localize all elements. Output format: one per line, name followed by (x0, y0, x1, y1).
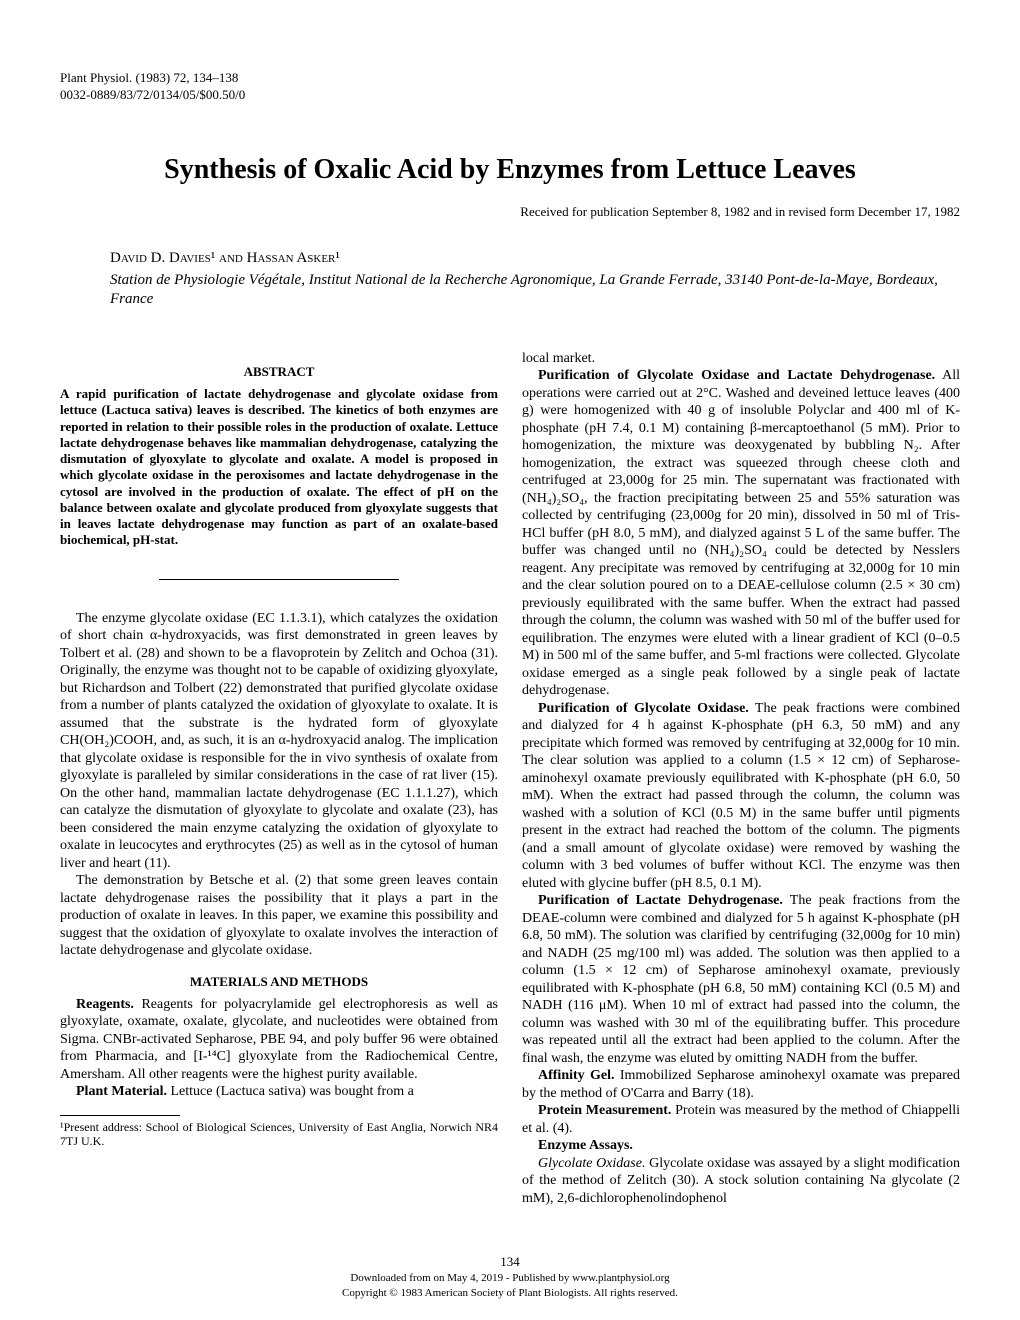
download-line-2: Copyright © 1983 American Society of Pla… (342, 1286, 678, 1300)
affinity-gel-para: Affinity Gel. Immobilized Sepharose amin… (522, 1067, 960, 1102)
glycolate-assay-para: Glycolate Oxidase. Glycolate oxidase was… (522, 1155, 960, 1208)
plant-label: Plant Material. (76, 1084, 167, 1099)
protein-measurement-para: Protein Measurement. Protein was measure… (522, 1102, 960, 1137)
right-column: local market. Purification of Glycolate … (522, 350, 960, 1208)
plant-material-para: Plant Material. Lettuce (Lactuca sativa)… (60, 1083, 498, 1101)
affiliation: Station de Physiologie Végétale, Institu… (60, 271, 960, 310)
lactate-purification-para: Purification of Lactate Dehydrogenase. T… (522, 892, 960, 1067)
left-column: ABSTRACT A rapid purification of lactate… (60, 350, 498, 1208)
article-title: Synthesis of Oxalic Acid by Enzymes from… (60, 154, 960, 186)
abstract-header: ABSTRACT (60, 364, 498, 380)
download-line-1: Downloaded from on May 4, 2019 - Publish… (342, 1271, 678, 1285)
abstract-text: A rapid purification of lactate dehydrog… (60, 386, 498, 549)
reagents-label: Reagents. (76, 997, 134, 1012)
glycolate-label: Purification of Glycolate Oxidase. (538, 701, 749, 716)
lactate-label: Purification of Lactate Dehydrogenase. (538, 893, 783, 908)
purification-para: Purification of Glycolate Oxidase and La… (522, 367, 960, 700)
intro-para-2: The demonstration by Betsche et al. (2) … (60, 872, 498, 960)
assays-label: Enzyme Assays. (538, 1138, 633, 1153)
journal-identifier: 0032-0889/83/72/0134/05/$00.50/0 (60, 87, 960, 104)
received-date: Received for publication September 8, 19… (60, 204, 960, 220)
section-divider (159, 579, 400, 580)
glycolate-purification-para: Purification of Glycolate Oxidase. The p… (522, 700, 960, 893)
glycolate-assay-label: Glycolate Oxidase. (538, 1156, 645, 1171)
lactate-text: The peak fractions from the DEAE-column … (522, 893, 960, 1066)
enzyme-assays-para: Enzyme Assays. (522, 1137, 960, 1155)
reagents-para: Reagents. Reagents for polyacrylamide ge… (60, 996, 498, 1084)
affinity-label: Affinity Gel. (538, 1068, 615, 1083)
purification-text: All operations were carried out at 2°C. … (522, 368, 960, 698)
download-notice: Downloaded from on May 4, 2019 - Publish… (342, 1271, 678, 1300)
intro-para-1: The enzyme glycolate oxidase (EC 1.1.3.1… (60, 610, 498, 873)
two-column-body: ABSTRACT A rapid purification of lactate… (60, 350, 960, 1208)
purification-label: Purification of Glycolate Oxidase and La… (538, 368, 935, 383)
page-number: 134 (500, 1254, 520, 1270)
journal-header: Plant Physiol. (1983) 72, 134–138 0032-0… (60, 70, 960, 104)
glycolate-text: The peak fractions were combined and dia… (522, 701, 960, 891)
authors: David D. Davies¹ and Hassan Asker¹ (60, 250, 960, 267)
methods-header: MATERIALS AND METHODS (60, 974, 498, 990)
footnote: ¹Present address: School of Biological S… (60, 1120, 498, 1149)
footnote-divider (60, 1115, 180, 1116)
journal-citation: Plant Physiol. (1983) 72, 134–138 (60, 70, 960, 87)
plant-text: Lettuce (Lactuca sativa) was bought from… (167, 1084, 414, 1099)
protein-label: Protein Measurement. (538, 1103, 671, 1118)
local-market: local market. (522, 350, 960, 368)
